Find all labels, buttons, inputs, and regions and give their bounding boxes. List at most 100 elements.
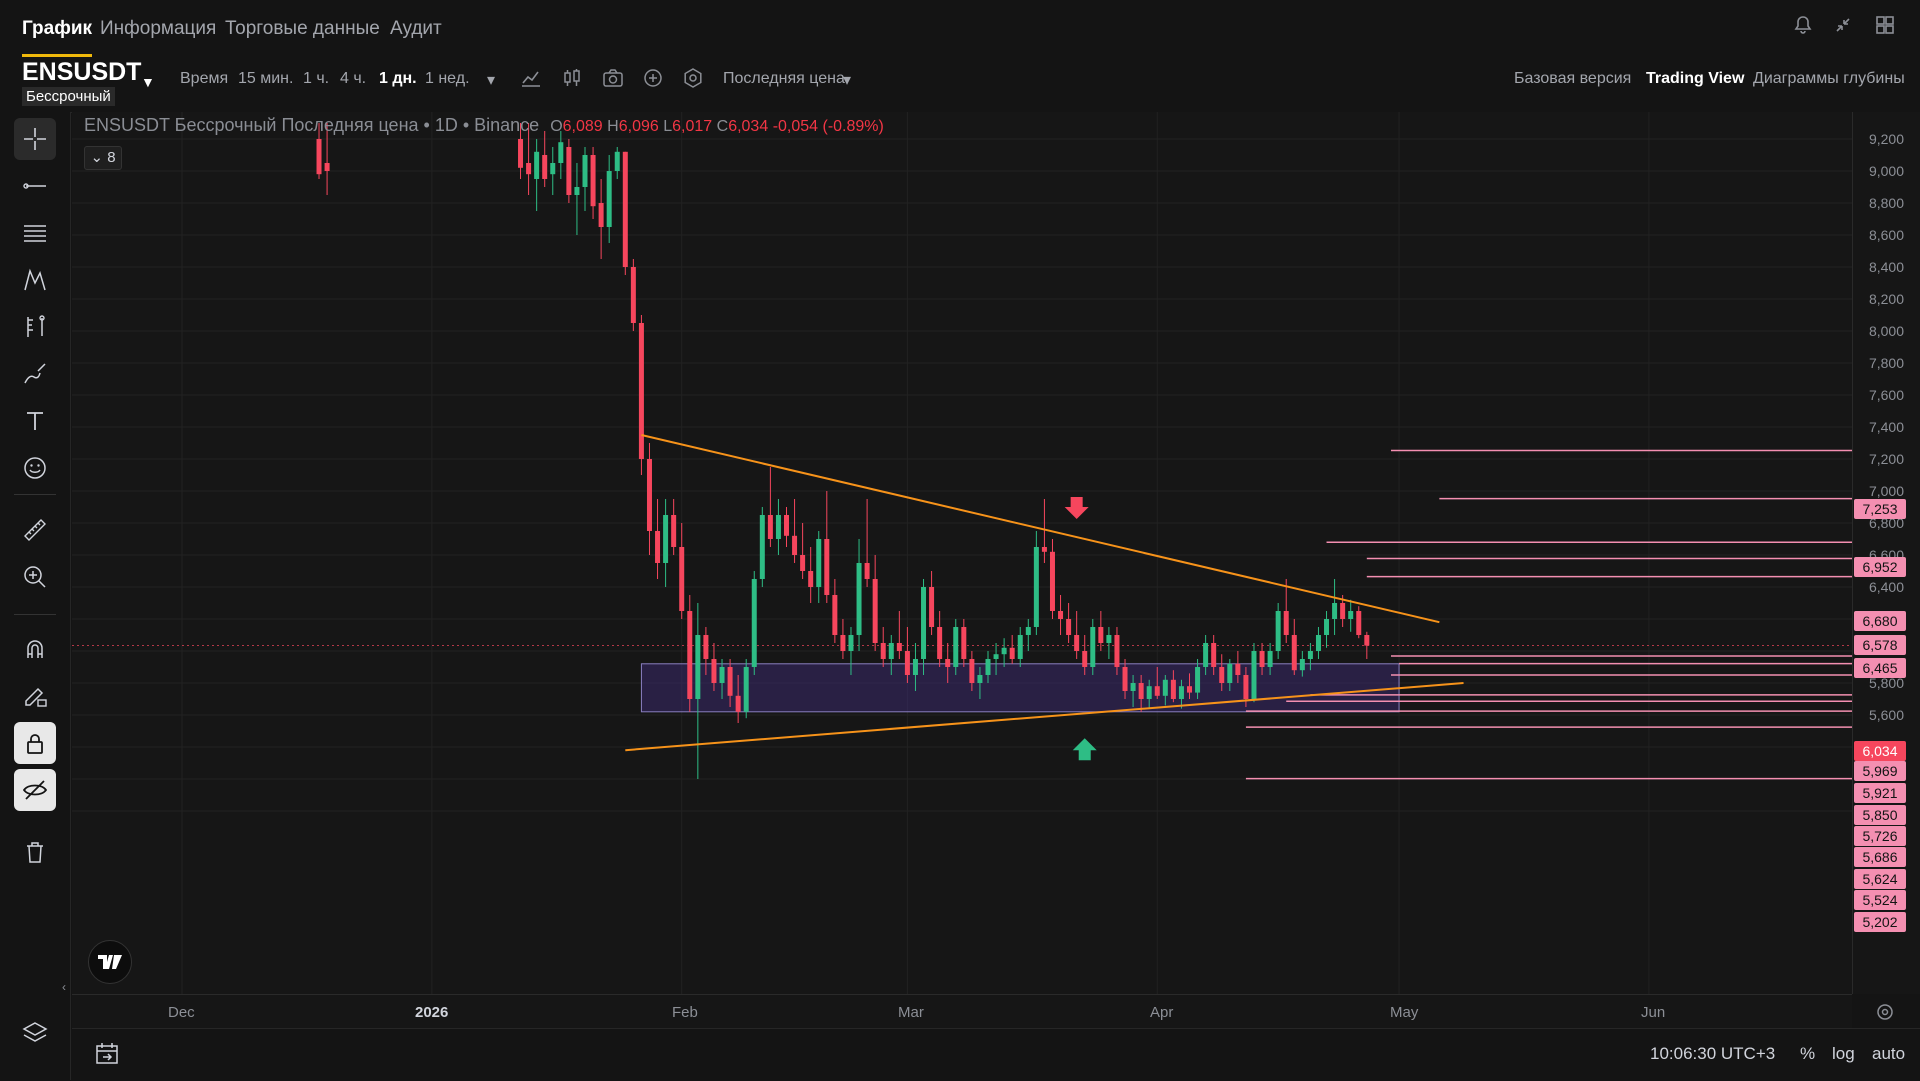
brush-icon	[24, 363, 46, 384]
tab-chart[interactable]: График	[22, 18, 93, 57]
candle	[1074, 635, 1080, 651]
candle	[671, 515, 677, 547]
zoom-in-icon	[24, 566, 46, 588]
candle	[1299, 659, 1305, 671]
magnet-icon	[27, 640, 43, 658]
candle	[1275, 611, 1281, 651]
candle	[759, 515, 765, 579]
price-source-dropdown-icon[interactable]: ▾	[843, 72, 852, 89]
zoom-tool[interactable]	[14, 556, 56, 598]
crosshair-icon	[24, 128, 46, 150]
interval-15m[interactable]: 15 мин.	[238, 70, 294, 87]
price-tick-label: 7,200	[1868, 451, 1904, 467]
interval-1w[interactable]: 1 нед.	[425, 70, 470, 87]
candles-icon[interactable]	[560, 66, 586, 92]
log-toggle[interactable]: log	[1832, 1044, 1855, 1063]
candle	[1033, 547, 1039, 627]
candle	[1315, 635, 1321, 651]
chart-type-icon[interactable]	[519, 66, 545, 92]
layers-icon	[22, 1022, 48, 1042]
drawing-toolbar	[0, 112, 71, 1080]
view-basic[interactable]: Базовая версия	[1514, 70, 1632, 87]
price-tick-label: 5,800	[1868, 675, 1904, 691]
candle	[985, 659, 991, 675]
prediction-tool[interactable]	[14, 306, 56, 348]
price-source-select[interactable]: Последняя цена	[723, 70, 845, 87]
candle	[542, 155, 548, 179]
candle	[1098, 627, 1104, 643]
camera-icon[interactable]	[601, 66, 627, 92]
tab-info[interactable]: Информация	[100, 18, 217, 39]
interval-4h[interactable]: 4 ч.	[340, 70, 367, 87]
candle	[1130, 683, 1136, 691]
candle	[1259, 651, 1265, 667]
time-axis[interactable]	[72, 994, 1852, 1029]
crosshair-tool[interactable]	[14, 118, 56, 160]
tradingview-logo-icon	[98, 955, 122, 969]
candle	[1203, 643, 1209, 667]
percent-toggle[interactable]: %	[1800, 1044, 1816, 1063]
candle	[316, 139, 322, 175]
trend-line-tool[interactable]	[14, 165, 56, 207]
candle	[1211, 643, 1217, 667]
candle	[1146, 686, 1152, 699]
time-label: Время	[180, 70, 229, 87]
candle	[743, 667, 749, 712]
interval-1h[interactable]: 1 ч.	[303, 70, 330, 87]
legend-title: ENSUSDT Бессрочный Последняя цена • 1D •…	[84, 115, 540, 135]
contract-type-badge: Бессрочный	[22, 87, 115, 106]
emoji-tool[interactable]	[14, 447, 56, 489]
hide-drawings-tool[interactable]	[14, 769, 56, 811]
tab-audit[interactable]: Аудит	[390, 18, 442, 39]
ruler-tool[interactable]	[14, 509, 56, 551]
pattern-tool[interactable]	[14, 259, 56, 301]
clock[interactable]: 10:06:30 UTC+3	[1650, 1044, 1776, 1063]
candle	[929, 587, 935, 627]
delete-drawings-tool[interactable]	[14, 831, 56, 873]
tab-trading-data[interactable]: Торговые данные	[225, 18, 380, 39]
price-tick-label: 6,400	[1868, 579, 1904, 595]
brush-tool[interactable]	[14, 353, 56, 395]
interval-dropdown-icon[interactable]: ▾	[487, 72, 496, 89]
bell-icon[interactable]	[1788, 14, 1818, 44]
tradingview-logo[interactable]	[88, 940, 132, 984]
chart-settings-icon[interactable]	[1874, 1001, 1896, 1028]
candle	[695, 635, 701, 699]
layout-grid-icon[interactable]	[1870, 14, 1900, 44]
candle	[1138, 683, 1144, 699]
date-range-icon[interactable]	[94, 1040, 120, 1071]
collapse-toolbar-icon[interactable]: ‹	[62, 980, 66, 994]
price-level-tag: 5,624	[1854, 869, 1906, 889]
time-label-mar: Mar	[898, 1004, 924, 1021]
candle	[945, 659, 951, 667]
symbol-name[interactable]: ENSUSDT	[22, 58, 142, 86]
view-depth[interactable]: Диаграммы глубины	[1753, 70, 1905, 87]
candle	[880, 643, 886, 659]
add-indicator-icon[interactable]	[641, 66, 667, 92]
candle	[1017, 635, 1023, 659]
settings-icon[interactable]	[681, 66, 707, 92]
candle	[921, 587, 927, 659]
fib-tool[interactable]	[14, 212, 56, 254]
candlestick-chart[interactable]	[72, 112, 1852, 994]
candle	[1307, 651, 1313, 659]
candle	[840, 635, 846, 651]
auto-toggle[interactable]: auto	[1872, 1044, 1906, 1063]
interval-1d[interactable]: 1 дн.	[379, 70, 417, 87]
candle	[558, 142, 564, 163]
chart-toolbar: ENSUSDT ▼ Бессрочный Время 15 мин. 1 ч. …	[0, 58, 1920, 113]
magnet-tool[interactable]	[14, 628, 56, 670]
collapse-icon[interactable]	[1828, 14, 1858, 44]
view-tradingview[interactable]: Trading View	[1646, 70, 1745, 87]
indicators-toggle[interactable]: ⌄ 8	[84, 146, 122, 170]
chart-canvas[interactable]	[72, 112, 1852, 994]
drawing-mode-tool[interactable]	[14, 675, 56, 717]
price-tick-label: 7,800	[1868, 355, 1904, 371]
pencil-lock-icon	[25, 687, 47, 707]
candle	[1025, 627, 1031, 635]
object-tree-tool[interactable]	[14, 1012, 56, 1054]
lock-drawings-tool[interactable]	[14, 722, 56, 764]
text-tool[interactable]	[14, 400, 56, 442]
symbol-dropdown-icon[interactable]: ▼	[141, 74, 155, 90]
candle	[993, 654, 999, 659]
